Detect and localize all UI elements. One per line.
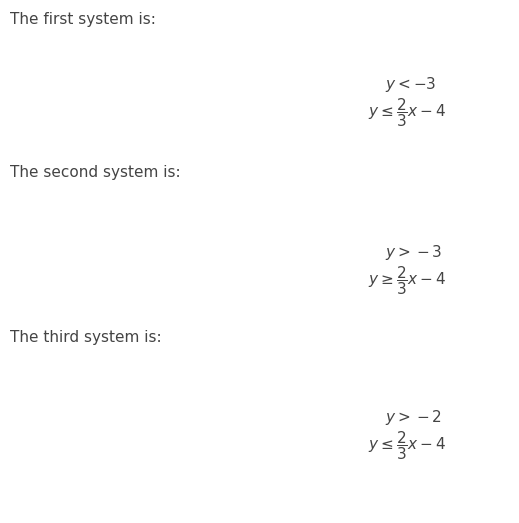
Text: The second system is:: The second system is: [10,165,181,180]
Text: $y \leq \dfrac{2}{3}x - 4$: $y \leq \dfrac{2}{3}x - 4$ [368,429,446,462]
Text: $y > -3$: $y > -3$ [385,243,442,262]
Text: $y \geq \dfrac{2}{3}x - 4$: $y \geq \dfrac{2}{3}x - 4$ [368,264,446,297]
Text: $y \leq \dfrac{2}{3}x - 4$: $y \leq \dfrac{2}{3}x - 4$ [368,96,446,129]
Text: $y < -3$: $y < -3$ [385,75,436,94]
Text: The third system is:: The third system is: [10,330,161,345]
Text: $y > -2$: $y > -2$ [385,408,442,427]
Text: The first system is:: The first system is: [10,12,156,27]
